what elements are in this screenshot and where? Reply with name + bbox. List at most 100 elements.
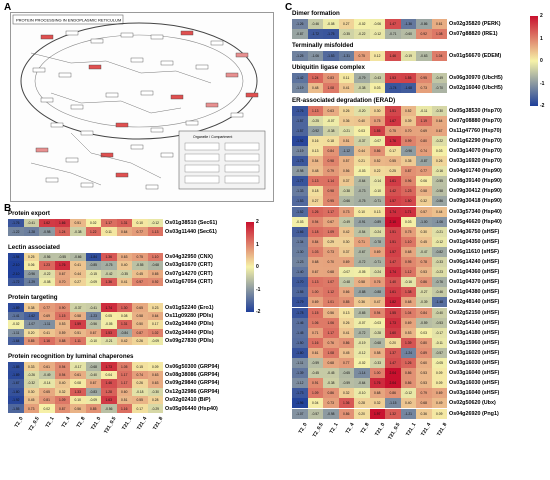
heatmap-cell: -1.36: [400, 19, 416, 30]
heatmap-cell: 0.73: [323, 398, 339, 409]
heatmap-cell: -0.02: [354, 358, 370, 369]
gene-label: Os02g34940 (PDIs): [165, 329, 214, 336]
heatmap-cell: 0.70: [54, 278, 70, 287]
pathway-legend-node: [224, 142, 260, 151]
heatmap-cell: 1.12: [323, 287, 339, 298]
heatmap-cell: -1.11: [8, 328, 24, 337]
gene-label: Os05g06440 (Hsp40): [165, 405, 218, 412]
heatmap-cell: 0.03: [354, 125, 370, 136]
heatmap-cell: -0.63: [416, 51, 432, 62]
gene-label: Os09g30412 (Hsp90): [449, 188, 502, 195]
heatmap-cell: 0.86: [338, 408, 354, 419]
heatmap-cell: 0.36: [416, 408, 432, 419]
pathway-node: [160, 60, 174, 66]
column-label: T2_8: [75, 415, 87, 429]
heatmap-cell: 0.44: [354, 145, 370, 156]
heatmap-cell: -0.83: [85, 387, 101, 396]
heatmap-cell: 1.10: [400, 236, 416, 247]
heatmap-cell: 0.86: [338, 337, 354, 348]
heatmap-cell: 0.70: [323, 257, 339, 268]
heatmap-cell: 0.86: [400, 378, 416, 389]
column-label: T2_1: [328, 421, 340, 435]
heatmap-cell: 1.53: [385, 73, 401, 84]
heatmap-cell: -1.79: [292, 297, 308, 308]
gene-label: Os04g32950 (CNX): [165, 254, 213, 260]
gene-label: Os02g02410 (BiP): [165, 397, 211, 404]
gene-label: Os09g29840 (GRP94): [165, 380, 220, 387]
heatmap-cell: -1.00: [416, 216, 432, 227]
heatmap-cell: 0.20: [385, 337, 401, 348]
heatmap-cell: 0.97: [132, 278, 148, 287]
heatmap-cell: -1.40: [292, 267, 308, 278]
heatmap-cell: 0.69: [431, 388, 447, 399]
heatmap-cell: 1.42: [385, 186, 401, 197]
heatmap-cell: 1.08: [431, 29, 447, 40]
heatmap-cell: -1.72: [8, 278, 24, 287]
heatmap-cell: 0.85: [85, 404, 101, 413]
heatmap-cell: -0.32: [23, 379, 39, 388]
heatmap-cell: 0.40: [54, 379, 70, 388]
heatmap-cell: 0.18: [307, 186, 323, 197]
heatmap-cell: -0.05: [101, 320, 117, 329]
heatmap-cell: -1.25: [292, 51, 308, 62]
heatmap-cell: -0.68: [369, 337, 385, 348]
heatmap-cell: 1.36: [101, 278, 117, 287]
heatmap-cell: -1.89: [8, 303, 24, 312]
column-label: T21_1: [121, 415, 134, 432]
heatmap-cell: -1.92: [8, 396, 24, 405]
pathway-legend-node: [184, 153, 220, 162]
heatmap-cell: 0.81: [39, 396, 55, 405]
heatmap-cell: 0.25: [385, 166, 401, 177]
heatmap-cell: 0.63: [147, 370, 163, 380]
heatmap-cell: 0.77: [416, 166, 432, 177]
heatmap-cell: -0.08: [39, 278, 55, 287]
panel-b-label: B: [4, 203, 12, 214]
heatmap-cell: 0.65: [147, 269, 163, 278]
heatmap-cell: 1.60: [385, 327, 401, 338]
heatmap-cell: 1.16: [39, 337, 55, 346]
heatmap-cell: -1.23: [292, 257, 308, 268]
gene-label: Os07g08880 (Hsp70): [449, 117, 502, 124]
heatmap-cell: 0.18: [323, 135, 339, 146]
pathway-legend-node: [224, 153, 260, 162]
heatmap-cell: 0.26: [338, 317, 354, 328]
heatmap-cell: -1.62: [23, 311, 39, 321]
column-label: T2_8: [359, 421, 371, 435]
heatmap-cell: 0.41: [338, 83, 354, 94]
gene-label: Os03g16040 (sHSF): [449, 390, 500, 397]
heatmap-cell: 0.13: [338, 307, 354, 318]
heatmap-cell: -0.45: [307, 368, 323, 379]
heatmap-cell: 0.76: [323, 337, 339, 348]
heatmap-cell: 0.41: [338, 327, 354, 338]
gene-label: Os11g09280 (PDIs): [165, 313, 214, 319]
heatmap-cell: 0.64: [431, 115, 447, 126]
gene-label: Os02g35820 (PERK): [449, 21, 501, 28]
heatmap-cell: 0.20: [354, 408, 370, 419]
heatmap-cell: 1.24: [307, 73, 323, 84]
heatmap-cell: -0.03: [369, 317, 385, 328]
heatmap-cell: 0.03: [400, 216, 416, 227]
pathway-node: [90, 38, 104, 44]
heatmap-cell: 1.17: [323, 327, 339, 338]
heatmap-cell: -1.73: [292, 156, 308, 167]
pathway-legend-title: Organelle / Compartment: [193, 135, 232, 139]
heatmap-cell: -0.38: [338, 186, 354, 197]
gene-label: Os01g62290 (Hsp70): [449, 137, 502, 144]
gene-label: Os05g46620 (Hsp40): [449, 218, 502, 225]
heatmap-cell: 1.38: [400, 287, 416, 298]
heatmap-cell: 0.94: [54, 370, 70, 380]
heatmap-cell: 1.16: [307, 337, 323, 348]
heatmap-cell: 0.45: [23, 396, 39, 405]
colorbar-tick: 1: [540, 35, 543, 42]
heatmap-cell: 1.36: [338, 398, 354, 409]
heatmap-cell: 0.45: [416, 236, 432, 247]
heatmap-cell: 0.32: [416, 196, 432, 207]
heatmap-cell: 0.58: [369, 347, 385, 358]
heatmap-cell: 0.79: [416, 388, 432, 399]
heatmap-cell: 0.74: [132, 370, 148, 380]
heatmap-cell: 0.69: [39, 311, 55, 321]
heatmap-cell: 0.36: [338, 115, 354, 126]
heatmap-cell: -0.22: [431, 135, 447, 146]
heatmap-cell: 1.40: [385, 277, 401, 288]
heatmap-cell: 0.51: [116, 396, 132, 405]
